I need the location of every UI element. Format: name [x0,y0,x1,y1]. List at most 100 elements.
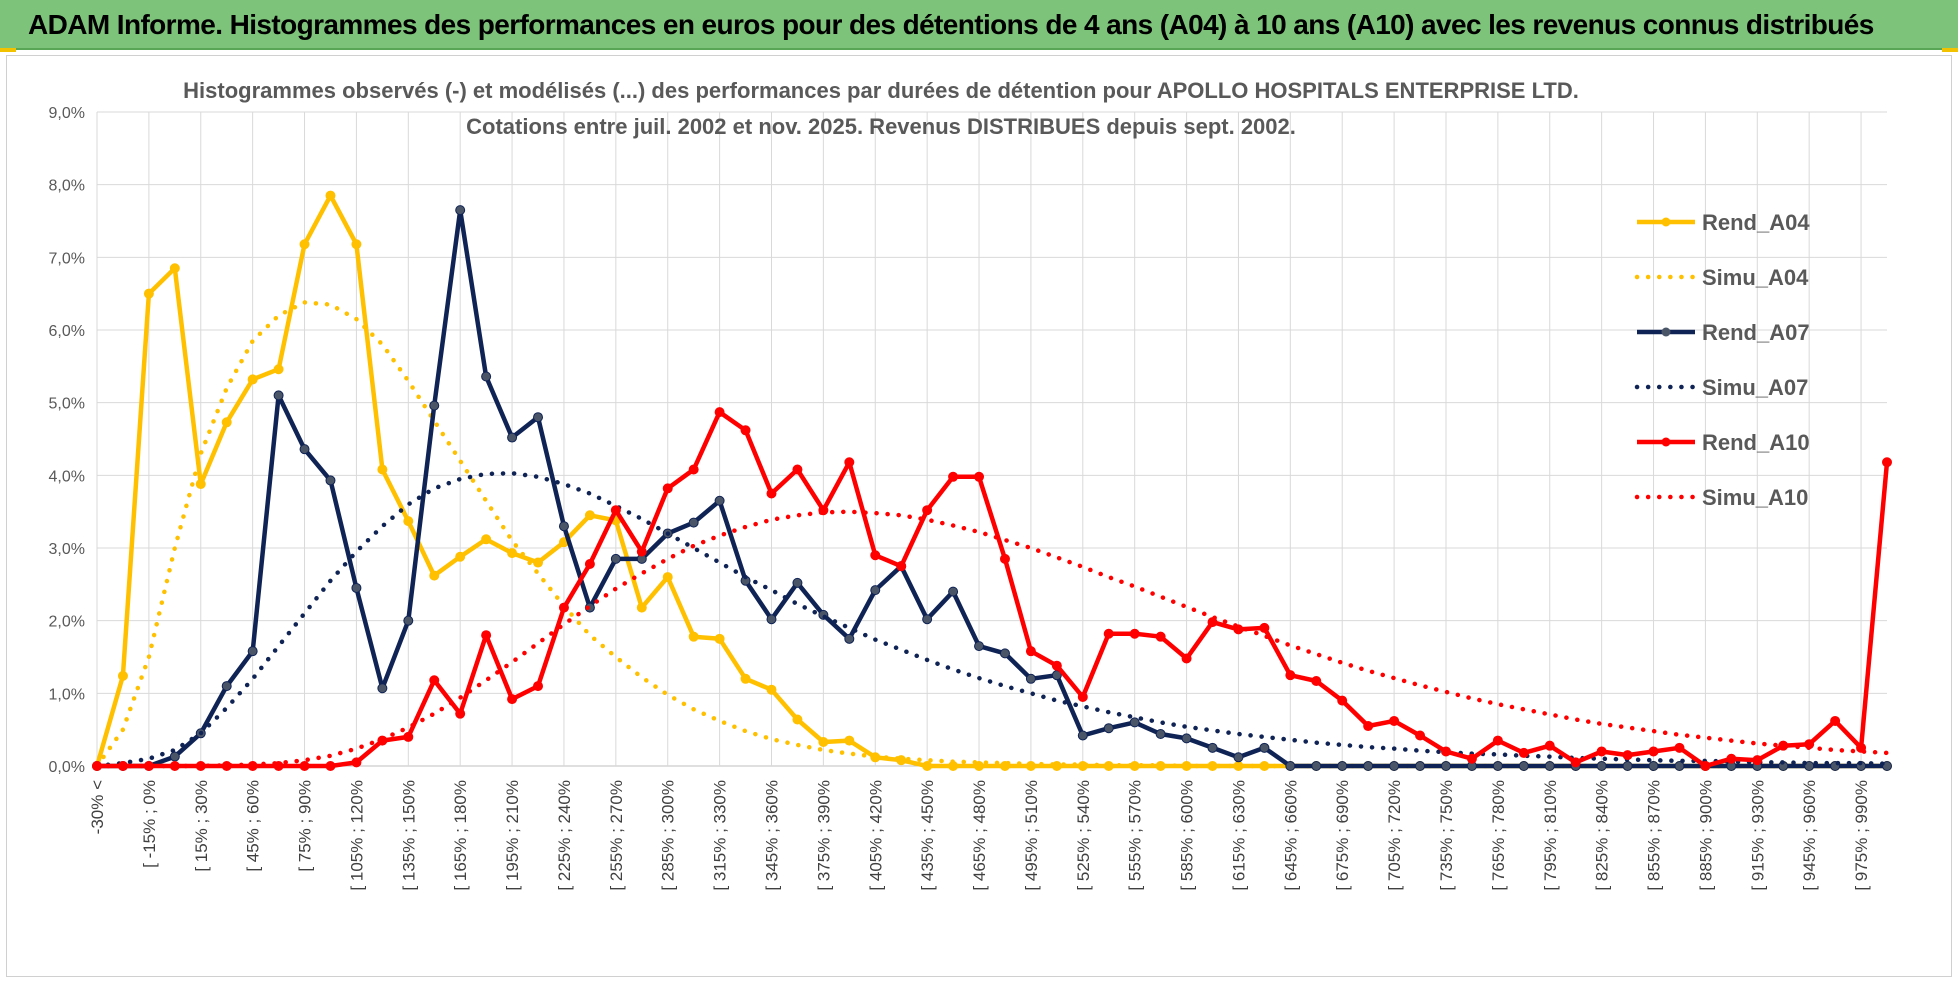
series-simu-a07 [94,470,1890,769]
y-tick-label: 9,0% [49,105,85,122]
data-point [1311,761,1322,771]
legend-marker [1661,437,1671,447]
data-point [740,673,751,684]
data-point [896,561,907,572]
data-point [636,546,647,557]
data-point [429,675,440,686]
x-tick-label: [ 525% ; 540% [1074,780,1093,891]
data-point [1648,746,1659,757]
data-point [662,483,673,494]
data-point [507,548,518,559]
report-title: ADAM Informe. Histogrammes des performan… [28,9,1874,40]
data-point [507,694,518,705]
y-tick-label: 7,0% [49,250,85,267]
series-line [94,509,1890,769]
data-point [636,602,647,613]
data-point [1440,761,1451,771]
data-point [1103,628,1114,639]
data-point [922,614,933,625]
data-point [1415,730,1426,741]
data-point [325,475,336,486]
data-point [1674,761,1685,771]
data-point [766,614,777,625]
x-tick-label: [ 405% ; 420% [866,780,885,891]
x-tick-label: [ 945% ; 960% [1800,780,1819,891]
data-point [870,550,881,561]
data-point [403,516,414,527]
data-point [325,761,336,771]
data-point [584,510,595,521]
data-point [1077,691,1088,702]
data-point [1622,761,1633,771]
data-point [1389,715,1400,726]
x-tick-label: [ 15% ; 30% [192,780,211,872]
y-tick-label: 0,0% [49,759,85,776]
data-point [1337,695,1348,706]
legend-marker [1661,217,1671,227]
data-point [1207,742,1218,753]
data-point [1596,761,1607,771]
data-point [1025,646,1036,657]
data-point [403,731,414,742]
x-tick-label: [ 705% ; 720% [1385,780,1404,891]
data-point [351,239,362,250]
data-point [1389,761,1400,771]
x-tick-label: [ 105% ; 120% [347,780,366,891]
data-point [143,288,154,299]
x-tick-label: -30% < [88,780,107,834]
y-tick-label: 2,0% [49,614,85,631]
legend-label: Simu_A07 [1702,375,1808,400]
data-point [1181,733,1192,744]
legend-label: Simu_A10 [1702,485,1808,510]
data-point [299,239,310,250]
x-tick-label: [ 345% ; 360% [762,780,781,891]
data-point [1440,746,1451,757]
data-point [169,751,180,762]
data-point [455,551,466,562]
data-point [870,585,881,596]
data-point [325,190,336,201]
data-point [688,464,699,475]
data-point [195,479,206,490]
y-tick-label: 4,0% [49,468,85,485]
data-point [844,735,855,746]
x-tick-label: [ -15% ; 0% [140,780,159,868]
data-point [273,364,284,375]
x-tick-label: [ 975% ; 990% [1852,780,1871,891]
x-tick-label: [ 585% ; 600% [1178,780,1197,891]
data-point [688,517,699,528]
data-point [948,471,959,482]
data-point [974,471,985,482]
report-banner: ADAM Informe. Histogrammes des performan… [0,0,1958,50]
data-point [1882,761,1892,771]
legend-label: Rend_A10 [1702,430,1810,455]
data-point [351,582,362,593]
x-tick-label: [ 375% ; 390% [814,780,833,891]
chart-frame: 0,0% 1,0% 2,0% 3,0% 4,0% 5,0% 6,0% 7,0% 8,0% 9,0%… [6,55,1952,977]
data-point [792,577,803,588]
data-point [299,444,310,455]
y-tick-label: 8,0% [49,178,85,195]
x-tick-label: [ 615% ; 630% [1229,780,1248,891]
x-tick-label: [ 435% ; 450% [918,780,937,891]
data-point [377,683,388,694]
x-tick-label: [ 225% ; 240% [555,780,574,891]
data-point [558,602,569,613]
data-point [1882,457,1892,468]
x-tick-label: [ 315% ; 330% [711,780,730,891]
data-point [999,553,1010,564]
data-point [1337,761,1348,771]
data-point [1077,730,1088,741]
data-point [844,633,855,644]
data-point [610,505,621,516]
data-point [1544,761,1555,771]
data-point [1311,675,1322,686]
chart-title-line-1: Histogrammes observés (-) et modélisés (… [183,78,1579,103]
x-tick-label: [ 195% ; 210% [503,780,522,891]
data-point [1415,761,1426,771]
data-point [403,615,414,626]
data-point [688,631,699,642]
grid-layer [96,111,1887,767]
x-tick-label: [ 735% ; 750% [1437,780,1456,891]
x-tick-label: [ 855% ; 870% [1645,780,1664,891]
